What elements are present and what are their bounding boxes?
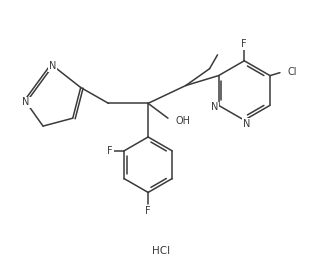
Text: N: N — [242, 119, 250, 129]
Text: OH: OH — [176, 116, 191, 126]
Text: N: N — [211, 102, 218, 112]
Text: Cl: Cl — [287, 67, 297, 77]
Text: F: F — [145, 206, 151, 216]
Text: N: N — [23, 97, 30, 107]
Text: N: N — [49, 61, 57, 71]
Text: F: F — [107, 146, 113, 156]
Text: F: F — [242, 39, 247, 49]
Text: HCl: HCl — [152, 246, 170, 256]
